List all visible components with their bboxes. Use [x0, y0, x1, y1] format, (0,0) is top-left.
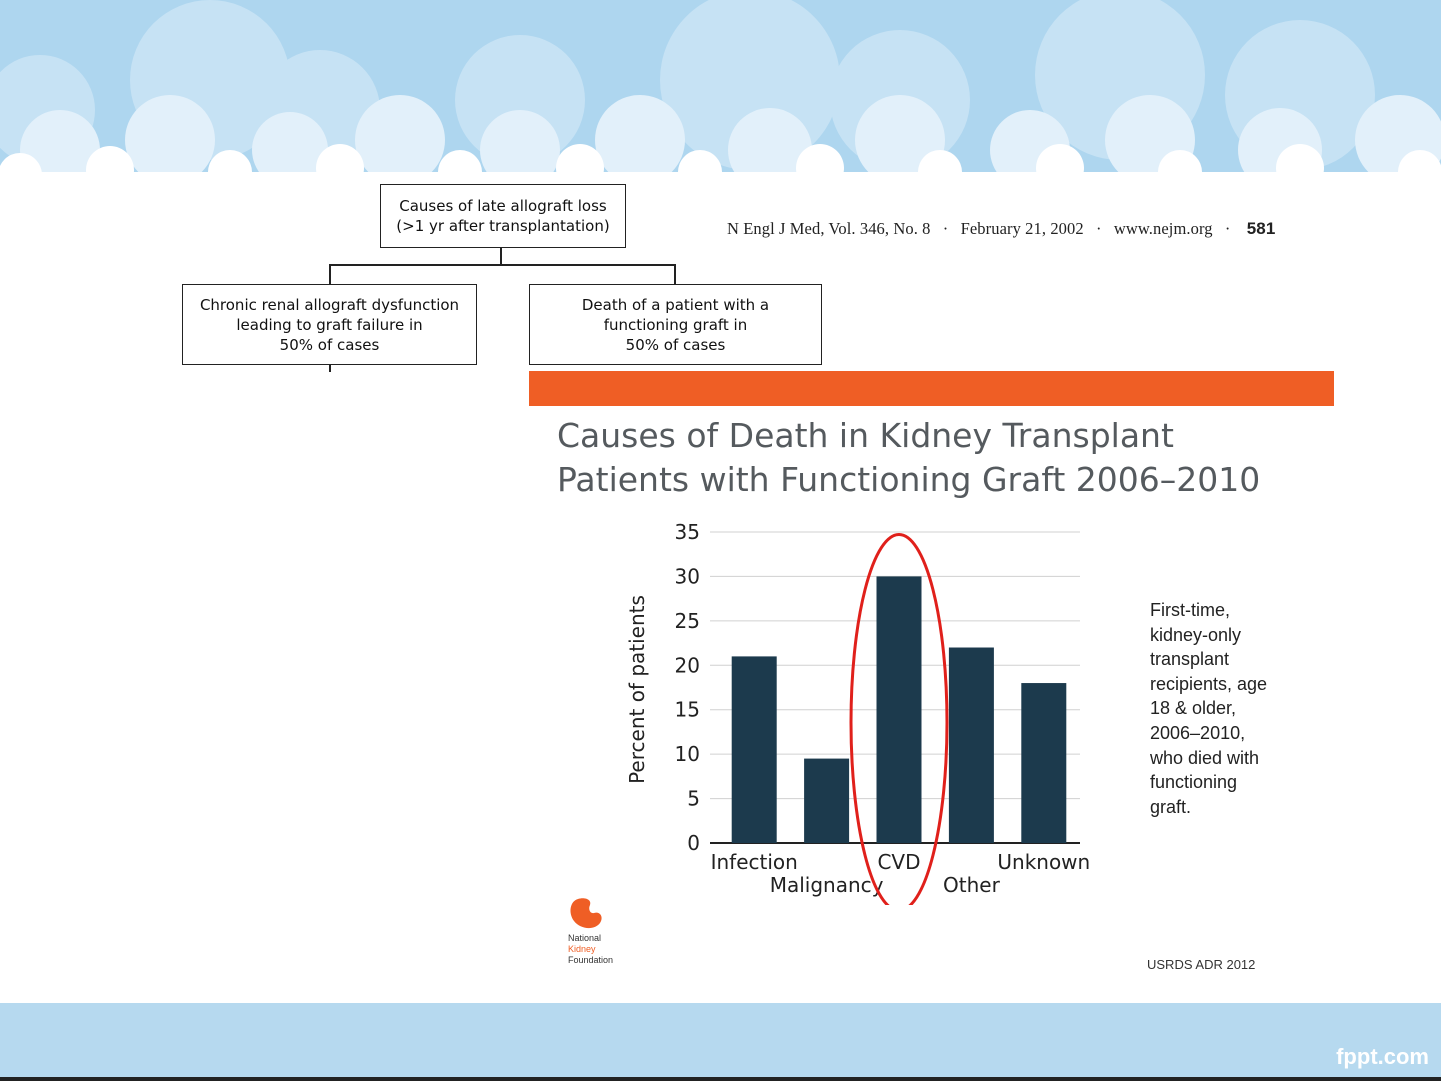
footnote-line: 18 & older, — [1150, 698, 1237, 719]
journal-citation: N Engl J Med, Vol. 346, No. 8 · February… — [727, 219, 1275, 239]
flowchart-right-box: Death of a patient with a functioning gr… — [529, 284, 822, 365]
y-tick-label: 5 — [687, 787, 700, 811]
footnote-line: graft. — [1150, 796, 1192, 817]
logo-line-foundation: Foundation — [568, 955, 614, 965]
y-tick-label: 35 — [675, 520, 700, 544]
flowchart-root-box: Causes of late allograft loss (>1 yr aft… — [380, 184, 626, 248]
bar-other — [948, 647, 994, 843]
brand-watermark: fppt.com — [1336, 1044, 1429, 1069]
connector-root-down — [500, 248, 502, 265]
logo-line-kidney: Kidney — [568, 944, 596, 954]
flowchart-left-line-3: 50% of cases — [279, 335, 380, 354]
bar-unknown — [1021, 683, 1067, 843]
x-tick-label: Malignancy — [770, 873, 884, 897]
chart-title-line-1: Causes of Death in Kidney Transplant — [557, 416, 1174, 455]
flowchart-root-line-2: (>1 yr after transplantation) — [396, 217, 610, 235]
accent-bar — [529, 371, 1334, 406]
connector-right-down — [674, 264, 676, 284]
y-axis-label: Percent of patients — [625, 595, 649, 784]
chart-title-line-2: Patients with Functioning Graft 2006–201… — [557, 460, 1261, 499]
footnote-line: 2006–2010, — [1150, 722, 1246, 743]
connector-left-tail — [329, 364, 331, 372]
citation-date: February 21, 2002 — [960, 219, 1084, 238]
x-tick-label: Infection — [711, 850, 798, 874]
flowchart-left-box: Chronic renal allograft dysfunction lead… — [182, 284, 477, 365]
y-tick-label: 10 — [675, 742, 700, 766]
flowchart-right-line-1: Death of a patient with a — [581, 295, 770, 314]
flowchart-left-line-1: Chronic renal allograft dysfunction — [199, 295, 460, 314]
source-label: USRDS ADR 2012 — [1147, 957, 1256, 972]
citation-site: www.nejm.org — [1113, 219, 1213, 238]
footnote-line: functioning — [1150, 772, 1238, 793]
y-tick-label: 0 — [687, 831, 700, 855]
y-tick-label: 30 — [675, 564, 700, 588]
kidney-icon — [570, 898, 602, 929]
flowchart-right-line-3: 50% of cases — [625, 335, 726, 354]
connector-left-down — [329, 264, 331, 284]
citation-page: 581 — [1246, 219, 1276, 238]
bar-malignancy — [804, 758, 850, 843]
flowchart-root-line-1: Causes of late allograft loss — [399, 197, 607, 215]
x-tick-label: CVD — [877, 850, 920, 874]
x-tick-label: Other — [943, 873, 1001, 897]
footnote-line: First-time, — [1150, 600, 1230, 620]
footnote-line: recipients, age — [1150, 673, 1268, 694]
y-tick-label: 15 — [675, 698, 700, 722]
flowchart-right-line-2: functioning graft in — [603, 315, 748, 334]
y-tick-label: 20 — [675, 653, 700, 677]
citation-separator: · — [1224, 219, 1231, 238]
highlight-ellipse — [849, 533, 949, 905]
bar-cvd — [876, 576, 922, 843]
chart-title: Causes of Death in Kidney Transplant Pat… — [557, 414, 1317, 502]
connector-horizontal — [329, 264, 675, 266]
flowchart-left-line-2: leading to graft failure in — [236, 315, 423, 334]
footnote-line: kidney-only — [1150, 624, 1242, 645]
citation-journal: N Engl J Med, Vol. 346, No. 8 — [727, 219, 931, 238]
footnote-line: who died with — [1150, 747, 1260, 768]
footer-line — [0, 1077, 1441, 1081]
footnote-line: transplant — [1150, 649, 1230, 670]
nkf-logo: National Kidney Foundation — [568, 897, 638, 977]
x-tick-label: Unknown — [997, 850, 1090, 874]
logo-line-national: National — [568, 933, 602, 943]
footer-band — [0, 1003, 1441, 1077]
y-tick-label: 25 — [675, 609, 700, 633]
chart-footnote: First-time, kidney-only transplant recipien… — [1150, 598, 1300, 819]
sky-clouds-banner — [0, 0, 1441, 172]
citation-separator: · — [942, 219, 949, 238]
bar-infection — [731, 656, 777, 843]
citation-separator: · — [1095, 219, 1102, 238]
